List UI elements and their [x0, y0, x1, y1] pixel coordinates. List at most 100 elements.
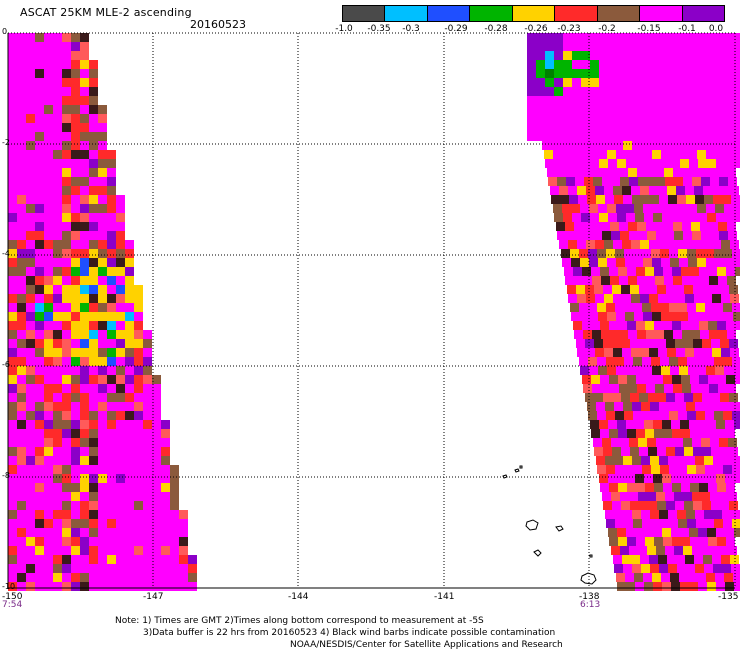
- data-cell: [605, 456, 614, 465]
- data-cell: [35, 483, 44, 492]
- data-cell: [734, 159, 740, 168]
- data-cell: [53, 402, 62, 411]
- data-cell: [80, 240, 89, 249]
- data-cell: [649, 294, 658, 303]
- data-cell: [17, 294, 26, 303]
- data-cell: [44, 105, 53, 114]
- data-cell: [689, 159, 698, 168]
- data-cell: [653, 582, 662, 591]
- data-cell: [617, 213, 626, 222]
- data-cell: [592, 168, 601, 177]
- data-cell: [35, 537, 44, 546]
- data-cell: [703, 555, 712, 564]
- data-cell: [609, 321, 618, 330]
- data-cell: [8, 582, 17, 591]
- data-cell: [730, 348, 739, 357]
- data-cell: [107, 438, 116, 447]
- data-cell: [98, 159, 107, 168]
- data-cell: [71, 375, 80, 384]
- data-cell: [8, 204, 17, 213]
- data-cell: [35, 474, 44, 483]
- data-cell: [585, 339, 594, 348]
- data-cell: [676, 186, 685, 195]
- data-cell: [734, 582, 740, 591]
- data-cell: [652, 258, 661, 267]
- data-cell: [609, 483, 618, 492]
- data-cell: [590, 51, 599, 60]
- data-cell: [632, 402, 641, 411]
- data-cell: [62, 510, 71, 519]
- legend-label: -0.2: [598, 24, 616, 34]
- data-cell: [89, 186, 98, 195]
- data-cell: [711, 393, 720, 402]
- data-cell: [677, 141, 686, 150]
- data-cell: [143, 456, 152, 465]
- data-cell: [644, 87, 653, 96]
- data-cell: [674, 438, 683, 447]
- data-cell: [98, 555, 107, 564]
- data-cell: [8, 411, 17, 420]
- data-cell: [8, 78, 17, 87]
- data-cell: [170, 501, 179, 510]
- data-cell: [577, 348, 586, 357]
- data-cell: [152, 474, 161, 483]
- data-cell: [89, 546, 98, 555]
- data-cell: [664, 276, 673, 285]
- data-cell: [35, 51, 44, 60]
- data-cell: [563, 33, 572, 42]
- data-cell: [35, 177, 44, 186]
- data-cell: [632, 456, 641, 465]
- data-cell: [568, 240, 577, 249]
- data-cell: [643, 258, 652, 267]
- data-cell: [62, 348, 71, 357]
- data-cell: [89, 69, 98, 78]
- data-cell: [608, 78, 617, 87]
- data-cell: [680, 69, 689, 78]
- data-cell: [705, 465, 714, 474]
- data-cell: [89, 456, 98, 465]
- data-cell: [17, 456, 26, 465]
- data-cell: [8, 546, 17, 555]
- data-cell: [603, 447, 612, 456]
- data-cell: [89, 141, 98, 150]
- data-cell: [683, 177, 692, 186]
- data-cell: [161, 465, 170, 474]
- data-cell: [660, 303, 669, 312]
- data-cell: [706, 573, 715, 582]
- data-cell: [53, 123, 62, 132]
- data-cell: [731, 195, 740, 204]
- data-cell: [134, 474, 143, 483]
- data-cell: [608, 123, 617, 132]
- data-cell: [592, 276, 601, 285]
- data-cell: [44, 483, 53, 492]
- data-cell: [53, 411, 62, 420]
- data-cell: [170, 492, 179, 501]
- data-cell: [668, 195, 677, 204]
- data-cell: [80, 528, 89, 537]
- data-cell: [527, 105, 536, 114]
- legend-swatch: [512, 6, 556, 21]
- data-cell: [26, 105, 35, 114]
- data-cell: [689, 33, 698, 42]
- data-cell: [599, 159, 608, 168]
- x-tick-label: -138: [579, 592, 600, 602]
- data-cell: [719, 177, 728, 186]
- data-cell: [716, 159, 725, 168]
- data-cell: [700, 222, 709, 231]
- data-cell: [629, 546, 638, 555]
- data-cell: [152, 537, 161, 546]
- data-cell: [664, 330, 673, 339]
- data-cell: [707, 114, 716, 123]
- data-cell: [116, 483, 125, 492]
- data-cell: [668, 456, 677, 465]
- data-cell: [590, 87, 599, 96]
- data-cell: [53, 366, 62, 375]
- data-cell: [730, 186, 739, 195]
- data-cell: [658, 555, 667, 564]
- data-cell: [678, 357, 687, 366]
- data-cell: [98, 492, 107, 501]
- data-cell: [644, 42, 653, 51]
- data-cell: [35, 546, 44, 555]
- data-cell: [724, 573, 733, 582]
- data-cell: [691, 384, 700, 393]
